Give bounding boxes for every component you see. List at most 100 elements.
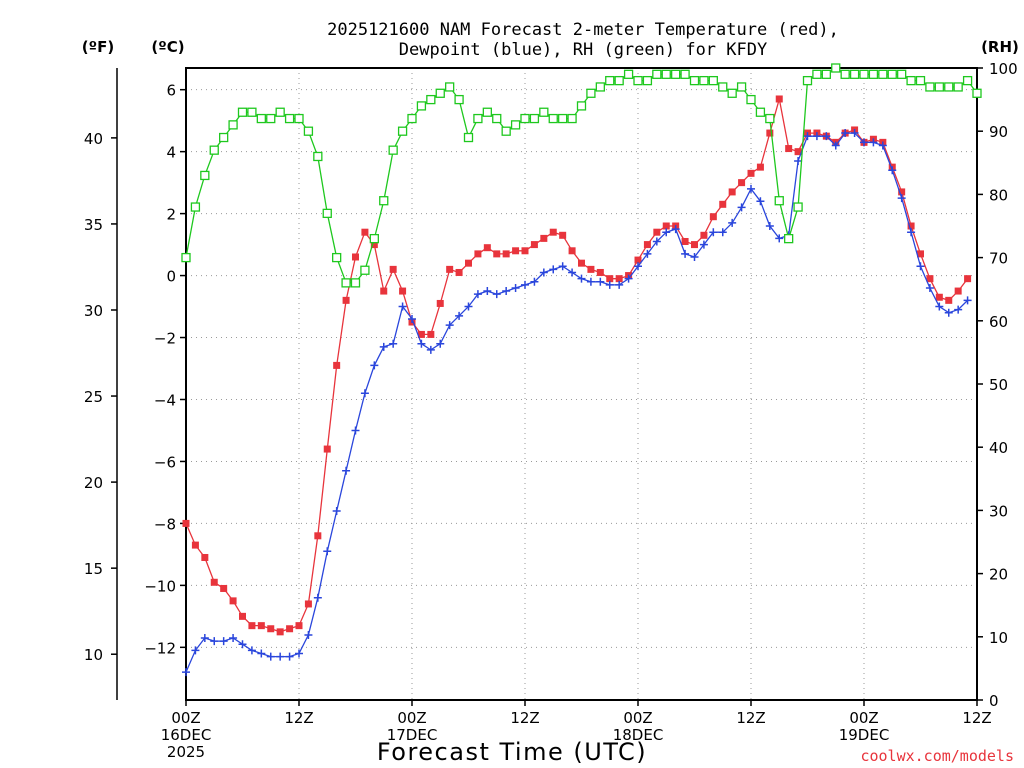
dewpoint-line xyxy=(185,132,969,673)
dewpoint-point xyxy=(577,274,586,283)
rh-point xyxy=(944,82,954,92)
dewpoint-point xyxy=(794,156,803,165)
rh-point xyxy=(520,113,530,124)
rh-point xyxy=(275,107,285,117)
rh-point xyxy=(953,82,963,92)
dewpoint-point xyxy=(492,290,501,299)
dewpoint-point xyxy=(511,283,520,292)
rh-point xyxy=(915,75,926,86)
rh-point xyxy=(360,265,370,275)
rh-point xyxy=(718,82,728,92)
rh-point xyxy=(755,107,766,117)
temperature-point xyxy=(220,584,228,592)
temperature-point xyxy=(483,244,491,252)
rh-point xyxy=(416,101,427,111)
rh-point xyxy=(671,69,681,79)
rh-point xyxy=(878,69,888,79)
dewpoint-point xyxy=(323,547,332,556)
temperature-point xyxy=(521,247,529,255)
y-tick-label-rh: 40 xyxy=(989,439,1008,457)
dewpoint-point xyxy=(370,361,379,370)
temperature-point xyxy=(747,169,755,177)
temperature-point xyxy=(323,445,331,453)
dewpoint-point xyxy=(596,277,605,286)
temperature-point xyxy=(578,259,585,267)
temperature-point xyxy=(587,265,595,273)
dewpoint-point xyxy=(869,138,878,147)
temperature-point xyxy=(691,241,698,249)
rh-point xyxy=(774,196,784,206)
rh-point xyxy=(699,75,709,86)
rh-point xyxy=(765,113,775,124)
dewpoint-point xyxy=(954,305,963,314)
y-tick-label-fahrenheit: 40 xyxy=(84,130,103,148)
rh-point xyxy=(266,113,276,124)
dewpoint-point xyxy=(530,277,539,286)
rh-point xyxy=(303,126,314,136)
dewpoint-point xyxy=(295,649,303,658)
dewpoint-point xyxy=(728,218,737,227)
temperature-point xyxy=(474,250,482,258)
dewpoint-point xyxy=(850,129,859,138)
temperature-point xyxy=(333,361,341,369)
temperature-point xyxy=(191,541,199,549)
temperature-point xyxy=(634,256,642,264)
dewpoint-point xyxy=(803,132,812,141)
chart-title-line2: Dewpoint (blue), RH (green) for KFDY xyxy=(399,40,767,60)
rh-point xyxy=(463,132,474,143)
dewpoint-point xyxy=(219,637,228,646)
rh-point xyxy=(482,107,492,117)
temperature-point xyxy=(304,600,312,608)
temperature-point xyxy=(239,612,246,620)
x-tick-label: 00Z xyxy=(623,709,652,727)
y-tick-label-celsius: −8 xyxy=(154,515,176,533)
rh-point xyxy=(388,145,398,155)
temperature-point xyxy=(662,222,670,230)
temperature-point xyxy=(596,268,604,276)
y-tick-label-rh: 30 xyxy=(989,502,1008,520)
temperature-point xyxy=(709,213,717,221)
dewpoint-point xyxy=(342,466,351,475)
y-tick-label-celsius: 6 xyxy=(166,82,176,100)
temperature-point xyxy=(653,228,661,236)
temperature-point xyxy=(700,231,708,239)
temperature-point xyxy=(794,148,802,156)
temperature-point xyxy=(785,145,793,153)
temperature-point xyxy=(295,622,303,630)
dewpoint-point xyxy=(436,339,445,348)
rh-point xyxy=(576,101,587,111)
chart-series xyxy=(181,63,982,677)
watermark: coolwx.com/models xyxy=(860,747,1014,765)
dewpoint-point xyxy=(360,389,369,398)
dewpoint-point xyxy=(521,280,529,289)
temperature-point xyxy=(352,253,359,261)
dewpoint-point xyxy=(624,274,633,283)
y-tick-label-rh: 80 xyxy=(989,186,1008,204)
temperature-point xyxy=(643,241,651,249)
x-tick-label: 16DEC xyxy=(161,726,212,744)
dewpoint-point xyxy=(907,228,916,237)
y-tick-label-fahrenheit: 30 xyxy=(84,302,103,320)
rh-point xyxy=(397,126,408,136)
dewpoint-point xyxy=(191,646,200,655)
rh-point xyxy=(605,75,615,86)
dewpoint-point xyxy=(690,252,699,261)
rh-point xyxy=(661,69,671,79)
dewpoint-point xyxy=(709,228,718,237)
rh-point xyxy=(219,132,229,143)
x-tick-label: 12Z xyxy=(510,709,539,727)
temperature-point xyxy=(493,250,501,258)
rh-point xyxy=(802,75,813,86)
temperature-point xyxy=(276,628,284,636)
dewpoint-point xyxy=(464,302,473,311)
rh-point xyxy=(736,82,747,92)
temperature-point xyxy=(417,330,425,338)
rh-point xyxy=(539,107,549,117)
temperature-point xyxy=(964,275,972,283)
temperature-point xyxy=(945,296,953,304)
rh-point xyxy=(972,88,982,98)
dewpoint-point xyxy=(652,237,661,246)
dewpoint-point xyxy=(200,634,209,643)
x-tick-label: 18DEC xyxy=(613,726,664,744)
dewpoint-point xyxy=(351,426,360,435)
